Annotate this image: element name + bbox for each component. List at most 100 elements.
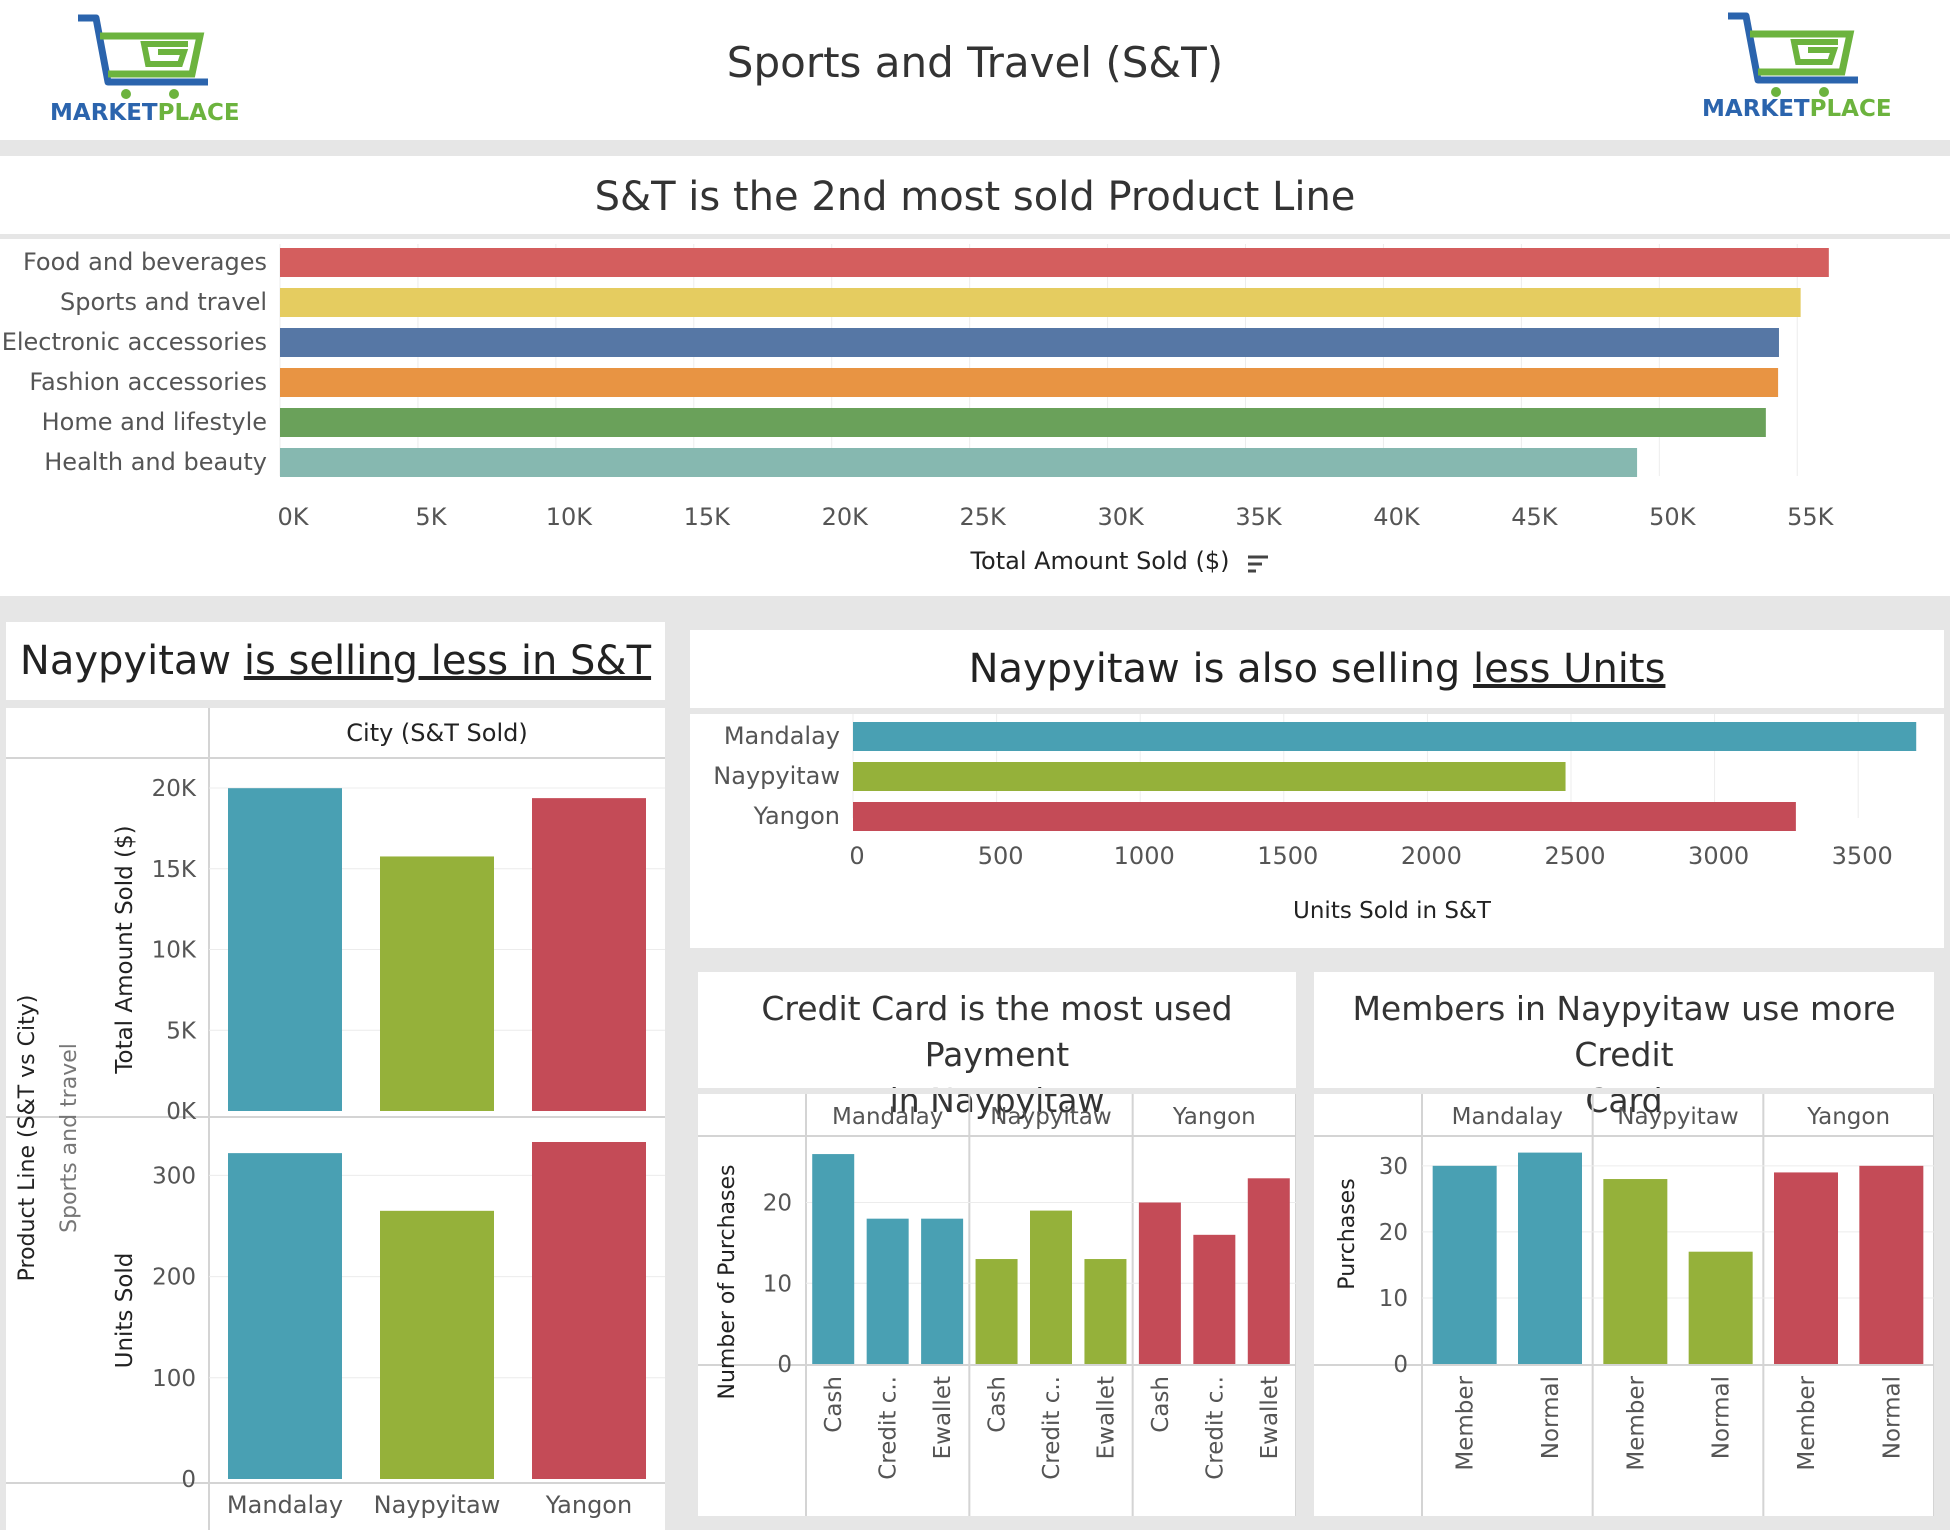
x-axis-title: Total Amount Sold ($) (969, 547, 1229, 575)
y-tick-label: 0K (166, 1099, 197, 1125)
bar (380, 856, 494, 1111)
bar (812, 1154, 855, 1364)
title-underlined: less Units (1473, 646, 1666, 692)
x-tick-label: 0 (849, 842, 864, 870)
bar (1247, 1178, 1290, 1364)
title-divider (6, 700, 665, 708)
category-label: Fashion accessories (29, 368, 267, 396)
product-line-chart: 0K 5K 10K 15K 20K 25K 30K 35K 40K 45K 50K 55K Food a… (2, 244, 1835, 575)
bar (1859, 1165, 1924, 1364)
city-sales-panel: Naypyitaw is selling less in S&T City (S… (6, 622, 665, 1530)
group-header: Naypyitaw (1617, 1104, 1738, 1130)
logo-right-word2: PLACE (1810, 96, 1892, 122)
x-tick-label: 20K (822, 503, 870, 531)
city-sales-chart: City (S&T Sold) Product Line (S&T vs City… (6, 708, 665, 1530)
logo-left-word2: PLACE (158, 100, 240, 126)
category-label: Sports and travel (60, 288, 267, 316)
category-label: Electronic accessories (2, 328, 267, 356)
title-line1: Credit Card is the most used Payment (761, 989, 1233, 1074)
title-divider (1314, 1088, 1934, 1094)
title-line2: in Naypyitaw (889, 1081, 1105, 1120)
bar (1432, 1165, 1497, 1364)
bar (853, 722, 1917, 751)
y-tick-label: 20 (763, 1191, 792, 1217)
bar (853, 762, 1566, 791)
x-category-label: Normal (1538, 1376, 1564, 1459)
x-category-label: Member (1794, 1375, 1820, 1470)
x-tick-label: 2500 (1544, 842, 1605, 870)
y-tick-label: 0 (777, 1352, 792, 1378)
chart-title: Credit Card is the most used Payment in … (698, 986, 1296, 1124)
category-label: Naypyitaw (713, 762, 840, 790)
x-tick-label: 3500 (1832, 842, 1893, 870)
bar (280, 368, 1779, 397)
bar (1030, 1210, 1072, 1364)
title-divider (698, 1088, 1296, 1094)
bar (1084, 1259, 1127, 1364)
units-panel: Naypyitaw is also selling less Units 0 50… (690, 630, 1944, 948)
page-title: Sports and Travel (S&T) (726, 38, 1224, 87)
customer-type-chart: 0 10 20 30 Purchases Mandalay Member Normal Nayp… (1314, 1094, 1934, 1516)
svg-text:MARKETPLACE: MARKETPLACE (50, 100, 240, 126)
x-axis-title: Units Sold in S&T (1293, 898, 1492, 924)
bar (1193, 1234, 1236, 1364)
category-label: Mandalay (724, 722, 840, 750)
payment-panel: Credit Card is the most used Payment in … (698, 972, 1296, 1516)
category-label: Health and beauty (44, 448, 267, 476)
logo-right: MARKETPLACE (1700, 10, 1920, 125)
x-category-label: Credit c.. (1202, 1376, 1228, 1480)
y-tick-label: 100 (152, 1366, 196, 1392)
x-tick-label: 25K (960, 503, 1008, 531)
x-tick-label: 10K (546, 503, 594, 531)
x-tick-label: 2000 (1401, 842, 1462, 870)
x-category-label: Member (1453, 1375, 1479, 1470)
group-header: Mandalay (1452, 1104, 1563, 1130)
row-value: Sports and travel (57, 1043, 82, 1233)
x-category-label: Cash (985, 1376, 1011, 1433)
bar (1518, 1152, 1582, 1364)
x-category-label: Mandalay (227, 1491, 343, 1519)
chart-title: Naypyitaw is also selling less Units (690, 646, 1944, 692)
bar (866, 1218, 909, 1364)
x-category-label: Normal (1709, 1376, 1735, 1459)
x-category-label: Cash (821, 1376, 847, 1433)
chart-title: S&T is the 2nd most sold Product Line (594, 174, 1356, 220)
x-category-label: Credit c.. (876, 1376, 902, 1480)
bar (1603, 1179, 1668, 1364)
category-label: Food and beverages (23, 248, 267, 276)
x-tick-label: 45K (1511, 503, 1559, 531)
x-category-label: Cash (1148, 1376, 1174, 1433)
x-category-label: Member (1623, 1375, 1649, 1470)
logo-left: MARKETPLACE (48, 12, 268, 127)
logo-left-word1: MARKET (50, 100, 158, 126)
y-axis-title: Number of Purchases (715, 1165, 740, 1400)
y-tick-label: 5K (166, 1018, 197, 1044)
y-axis-title: Units Sold (112, 1253, 138, 1369)
x-category-label: Credit c.. (1039, 1376, 1065, 1480)
y-tick-label: 0 (181, 1467, 196, 1493)
x-tick-label: 5K (415, 503, 447, 531)
x-tick-label: 55K (1787, 503, 1835, 531)
x-tick-label: 35K (1235, 503, 1283, 531)
sort-icon (1248, 555, 1268, 573)
bar (532, 1142, 646, 1479)
y-tick-label: 10 (1379, 1286, 1408, 1312)
y-tick-label: 10 (763, 1271, 792, 1297)
group-header: Mandalay (832, 1104, 943, 1130)
bar (228, 1153, 342, 1479)
logo-right-word1: MARKET (1702, 96, 1810, 122)
chart-title: Members in Naypyitaw use more Credit Car… (1314, 986, 1934, 1124)
y-axis-title: Purchases (1335, 1178, 1360, 1289)
bar (532, 798, 646, 1111)
x-tick-label: 0K (277, 503, 309, 531)
bar (280, 448, 1638, 477)
x-tick-label: 500 (978, 842, 1024, 870)
title-plain: Naypyitaw (19, 638, 244, 684)
bar (1688, 1251, 1753, 1364)
x-category-label: Normal (1879, 1376, 1905, 1459)
bar (280, 408, 1766, 437)
svg-text:MARKETPLACE: MARKETPLACE (1702, 96, 1892, 122)
bar (1138, 1202, 1181, 1364)
customer-type-panel: Members in Naypyitaw use more Credit Car… (1314, 972, 1934, 1516)
column-header: City (S&T Sold) (346, 719, 527, 747)
